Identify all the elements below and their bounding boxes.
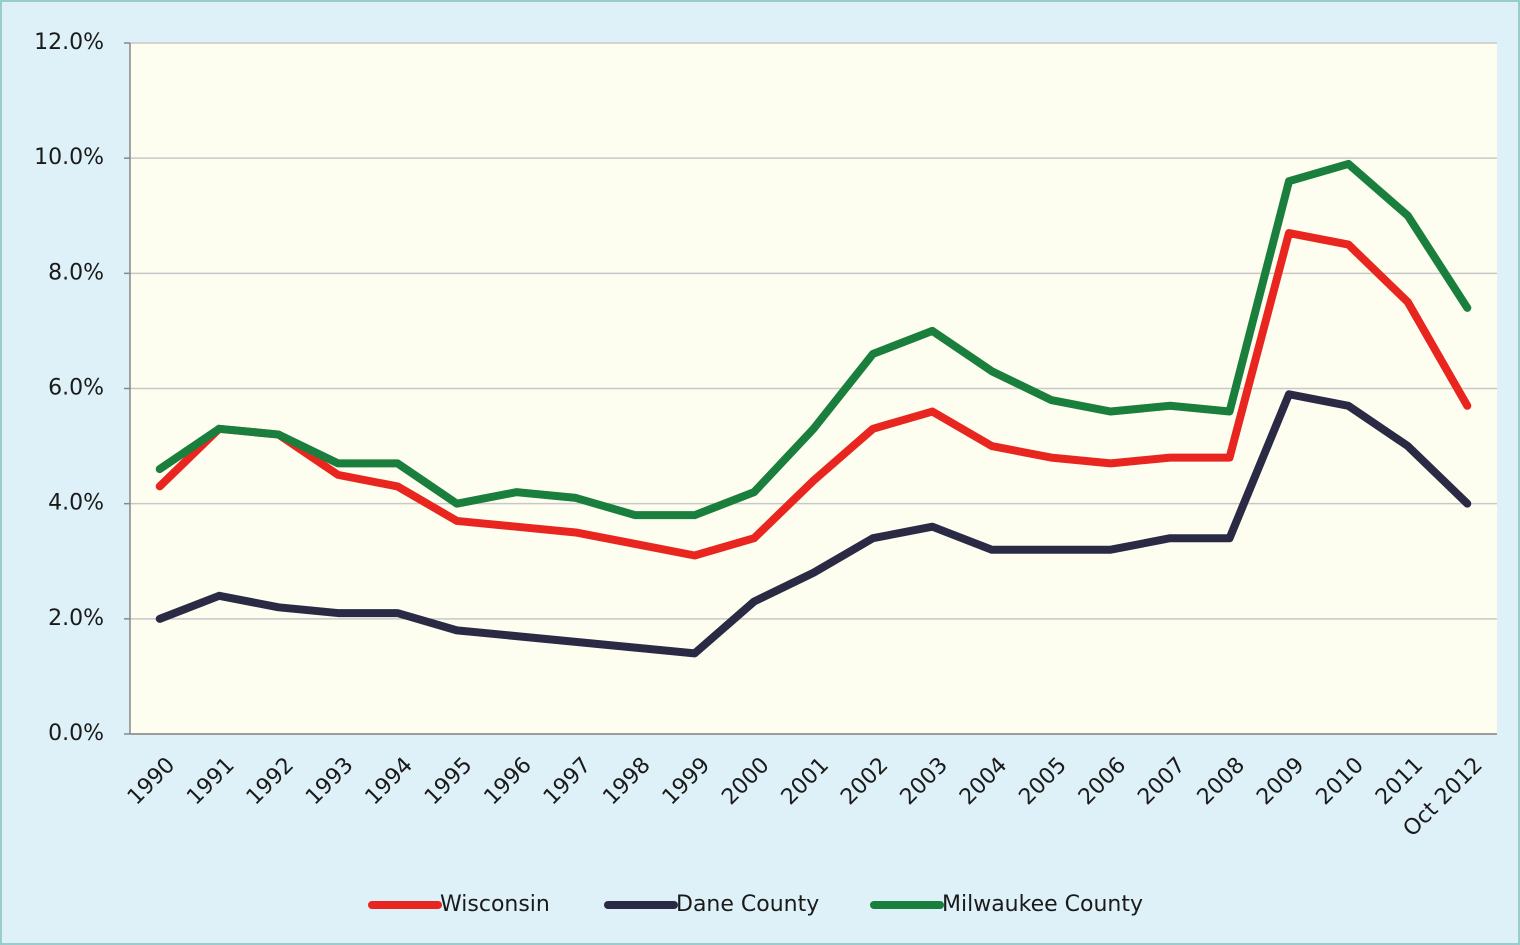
line-series (155, 229, 1472, 560)
line-series (155, 390, 1472, 658)
y-tick-label: 6.0% (48, 376, 104, 401)
legend-label: Milwaukee County (942, 892, 1143, 917)
y-tick-label: 4.0% (48, 491, 104, 516)
y-tick-label: 12.0% (34, 30, 104, 55)
legend-label: Wisconsin (440, 892, 550, 917)
y-tick-label: 10.0% (34, 145, 104, 170)
legend-label: Dane County (676, 892, 819, 917)
y-tick-label: 2.0% (48, 606, 104, 631)
line-series (155, 159, 1472, 520)
y-tick-label: 8.0% (48, 260, 104, 285)
y-tick-label: 0.0% (48, 721, 104, 746)
